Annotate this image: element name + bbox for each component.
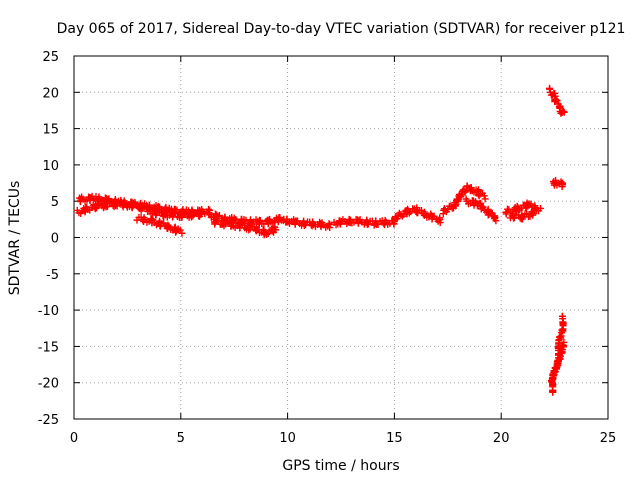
y-tick-label: 15 bbox=[42, 123, 59, 138]
x-tick-labels: 0 5 10 15 20 25 bbox=[70, 431, 616, 446]
data-point bbox=[559, 179, 567, 187]
data-point bbox=[245, 226, 253, 234]
y-tick-label: -5 bbox=[46, 268, 59, 283]
x-tick-label: 10 bbox=[279, 431, 296, 446]
y-tick-label: -15 bbox=[38, 340, 59, 355]
x-tick-label: 5 bbox=[177, 431, 185, 446]
y-tick-label: -10 bbox=[38, 304, 59, 319]
data-point bbox=[444, 205, 452, 213]
data-point bbox=[458, 191, 466, 199]
x-tick-label: 25 bbox=[600, 431, 617, 446]
data-point bbox=[481, 195, 489, 203]
x-tick-label: 20 bbox=[493, 431, 510, 446]
y-tick-label: -25 bbox=[38, 413, 59, 428]
data-point bbox=[164, 221, 172, 229]
y-tick-label: 0 bbox=[51, 232, 59, 247]
data-point bbox=[221, 213, 229, 221]
y-tick-label: 5 bbox=[51, 195, 59, 210]
data-point bbox=[230, 214, 238, 222]
data-point bbox=[530, 206, 538, 214]
data-point bbox=[478, 202, 486, 210]
data-point bbox=[560, 108, 568, 116]
y-tick-label: 20 bbox=[42, 86, 59, 101]
data-point bbox=[390, 220, 398, 228]
data-point bbox=[178, 229, 186, 237]
axis-ticks bbox=[73, 55, 609, 420]
data-point bbox=[480, 192, 488, 200]
data-point bbox=[187, 213, 195, 221]
data-point bbox=[300, 222, 308, 230]
x-tick-label: 15 bbox=[386, 431, 403, 446]
data-points bbox=[73, 84, 568, 396]
y-tick-label: -20 bbox=[38, 377, 59, 392]
y-tick-label: 25 bbox=[42, 50, 59, 65]
data-point bbox=[558, 312, 566, 320]
grid-lines bbox=[74, 56, 608, 419]
data-point bbox=[104, 196, 112, 204]
y-axis-label: SDTVAR / TECUs bbox=[7, 181, 23, 296]
data-point bbox=[560, 338, 568, 346]
data-point bbox=[197, 211, 205, 219]
data-point bbox=[87, 194, 95, 202]
data-point bbox=[456, 192, 464, 200]
x-tick-label: 0 bbox=[70, 431, 78, 446]
data-point bbox=[355, 217, 363, 225]
data-point bbox=[436, 219, 444, 227]
data-point bbox=[393, 215, 401, 223]
data-point bbox=[537, 204, 545, 212]
y-tick-label: 10 bbox=[42, 159, 59, 174]
data-point bbox=[272, 226, 280, 234]
data-point bbox=[405, 209, 413, 217]
data-point bbox=[467, 184, 475, 192]
x-axis-label: GPS time / hours bbox=[282, 458, 399, 474]
data-point bbox=[491, 213, 499, 221]
data-point bbox=[326, 224, 334, 232]
y-tick-labels: 25 20 15 10 5 0 -5 -10 -15 -20 -25 bbox=[38, 50, 59, 428]
data-point bbox=[492, 217, 500, 225]
data-point bbox=[552, 95, 560, 103]
data-point bbox=[553, 97, 561, 105]
data-point bbox=[559, 107, 567, 115]
chart-title: Day 065 of 2017, Sidereal Day-to-day VTE… bbox=[57, 21, 626, 37]
